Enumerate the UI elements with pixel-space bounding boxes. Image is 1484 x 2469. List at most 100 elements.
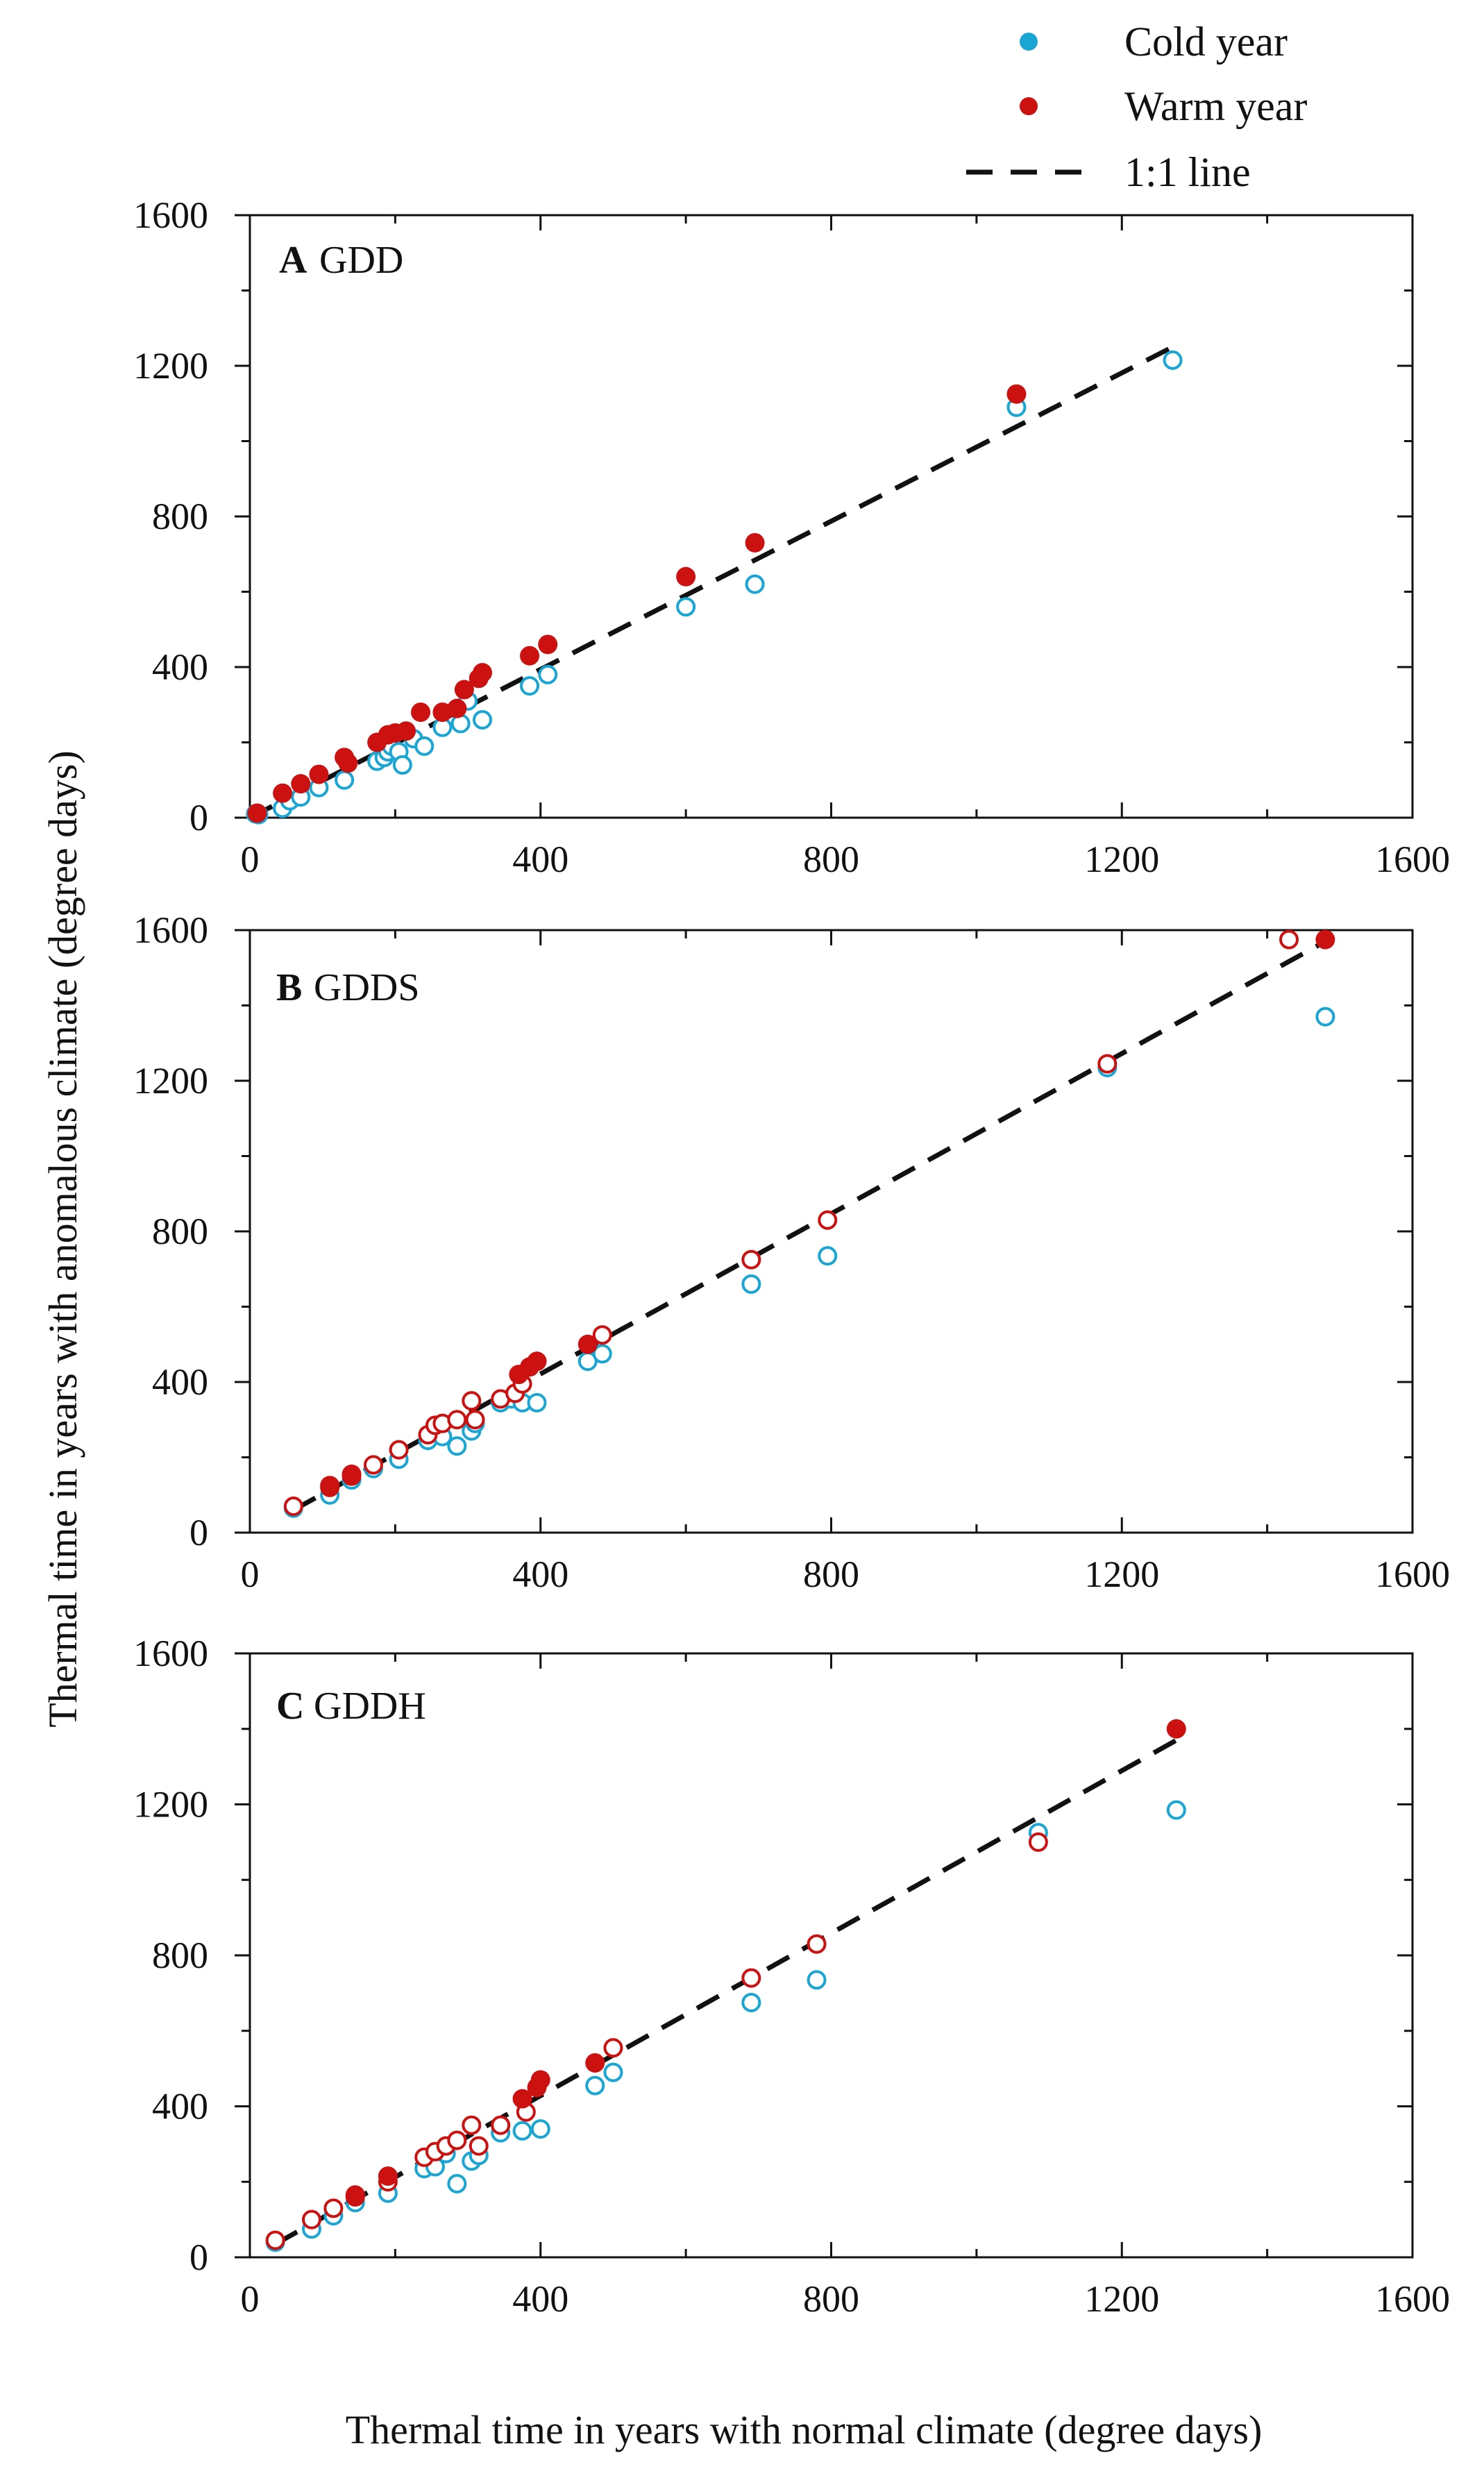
panel-b-name: GDDS: [314, 966, 419, 1009]
panel-a-y-tick-label: 0: [189, 797, 208, 839]
panel-a-point-cold-open: [1163, 350, 1183, 370]
panel-b-y-tick-label: 1600: [133, 909, 208, 951]
panel-c-point-warm-filled: [530, 2070, 550, 2090]
panel-c-point-cold-open: [603, 2062, 623, 2082]
panel-b-point-warm-open: [283, 1497, 303, 1517]
panel-c-point-warm-filled: [512, 2089, 532, 2109]
legend-warm-label: Warm year: [1124, 83, 1307, 129]
panel-c-point-cold-open: [807, 1970, 827, 1990]
y-axis-title: Thermal time in years with anomalous cli…: [40, 750, 85, 1728]
panel-c-x-tick-label: 400: [512, 2278, 568, 2320]
panel-c-point-cold-open: [741, 1992, 761, 2012]
panel-c-one-to-one-line: [273, 1738, 1178, 2247]
panel-a-x-tick-label: 0: [241, 839, 260, 880]
panel-b-point-warm-filled: [320, 1476, 340, 1496]
legend-cold-label: Cold year: [1124, 19, 1288, 65]
panel-b-point-cold-open: [447, 1436, 467, 1456]
panel-b-point-warm-open: [1097, 1054, 1118, 1074]
panel-a-point-cold-open: [538, 664, 558, 684]
panel-b-point-cold-open: [592, 1344, 612, 1364]
panel-c-letter: C: [276, 1685, 304, 1728]
panel-a-point-cold-open: [520, 676, 540, 696]
panel-c-point-warm-open: [301, 2209, 321, 2230]
panel-b-one-to-one-line: [292, 939, 1327, 1512]
panel-b-letter: B: [276, 966, 302, 1009]
panel-c-point-warm-open: [469, 2136, 489, 2156]
panel-c-y-tick-label: 1600: [133, 1633, 208, 1674]
panel-b-point-cold-open: [527, 1392, 547, 1413]
panel-a-point-warm-filled: [338, 753, 358, 773]
panel-a-point-cold-open: [676, 597, 696, 617]
panel-c-point-warm-open: [447, 2130, 467, 2150]
panel-b-point-warm-open: [462, 1391, 482, 1411]
panel-b-point-warm-filled: [342, 1464, 362, 1484]
panel-c-x-tick-label: 1200: [1084, 2278, 1159, 2320]
panel-a-y-tick-label: 400: [152, 646, 208, 688]
panel-c-point-warm-open: [491, 2115, 511, 2135]
panel-c-x-tick-label: 1600: [1375, 2278, 1450, 2320]
panel-b-y-tick-label: 400: [152, 1361, 208, 1403]
panel-b-point-warm-open: [465, 1410, 485, 1430]
panel-a-x-tick-label: 800: [803, 839, 859, 880]
panel-b-point-warm-open: [389, 1440, 409, 1460]
panel-c-point-warm-filled: [378, 2166, 398, 2186]
panel-c-y-tick-label: 400: [152, 2086, 208, 2127]
legend-warm-marker: [1020, 97, 1038, 115]
x-axis-title: Thermal time in years with normal climat…: [346, 2407, 1263, 2452]
panel-a: A GDD 0 400 800 1200 1600 0 400 800 1200 1600: [133, 194, 1450, 880]
panel-c-point-cold-open: [1166, 1800, 1186, 1820]
panel-b-y-tick-label: 0: [189, 1512, 208, 1553]
panel-a-x-tick-label: 1600: [1375, 839, 1450, 880]
panel-c-point-warm-open: [1028, 1832, 1048, 1852]
panel-a-point-warm-filled: [473, 663, 492, 683]
panel-b-point-warm-open: [447, 1410, 467, 1430]
panel-c-point-warm-open: [603, 2038, 623, 2058]
panel-b-point-warm-open: [1279, 929, 1299, 950]
panel-c-point-warm-open: [807, 1934, 827, 1954]
panel-b-x-tick-label: 400: [512, 1553, 568, 1595]
panel-a-point-warm-filled: [538, 634, 558, 655]
panel-a-point-warm-filled: [454, 680, 474, 700]
panel-b-y-tick-label: 800: [152, 1211, 208, 1252]
legend: Cold year Warm year 1:1 line: [966, 19, 1307, 195]
panel-b-x-tick-label: 1200: [1084, 1553, 1159, 1595]
panel-c-point-warm-open: [323, 2198, 344, 2218]
panel-a-point-warm-filled: [247, 803, 267, 823]
panel-c-point-warm-filled: [345, 2185, 365, 2205]
panel-c-point-cold-open: [512, 2121, 532, 2141]
panel-a-point-warm-filled: [273, 783, 293, 803]
panel-c-point-warm-open: [462, 2115, 482, 2135]
legend-cold-marker: [1020, 33, 1038, 51]
panel-a-point-warm-filled: [520, 646, 540, 666]
panel-a-point-warm-filled: [1006, 384, 1027, 404]
panel-a-point-warm-filled: [676, 566, 696, 587]
panel-a-point-warm-filled: [745, 532, 765, 553]
panel-a-point-cold-open: [392, 755, 412, 775]
panel-b-point-warm-open: [741, 1249, 761, 1270]
panel-b-point-warm-filled: [1315, 929, 1335, 950]
panel-c-point-cold-open: [447, 2173, 467, 2193]
panel-a-name: GDD: [319, 239, 403, 282]
panel-a-point-cold-open: [473, 709, 492, 730]
panel-c-y-tick-label: 0: [189, 2236, 208, 2278]
panel-a-x-tick-label: 400: [512, 839, 568, 880]
panel-c-point-warm-filled: [1166, 1719, 1186, 1739]
panel-b-point-cold-open: [1315, 1006, 1335, 1027]
panel-c-point-cold-open: [585, 2075, 605, 2096]
panel-b: B GDDS 0 400 800 1200 1600 0 400 800 1200 1600: [133, 909, 1450, 1595]
panel-a-point-warm-filled: [447, 698, 467, 718]
panel-c-y-tick-label: 800: [152, 1935, 208, 1976]
panel-a-point-warm-filled: [411, 702, 431, 723]
panel-c-point-warm-open: [741, 1968, 761, 1988]
panel-a-point-warm-filled: [291, 774, 311, 794]
legend-line-label: 1:1 line: [1124, 149, 1251, 195]
panel-a-y-tick-label: 1600: [133, 194, 208, 236]
panel-b-point-warm-open: [363, 1455, 383, 1475]
panel-c-point-warm-open: [265, 2230, 285, 2250]
panel-c-y-tick-label: 1200: [133, 1784, 208, 1826]
panel-a-point-cold-open: [335, 770, 355, 790]
panel-b-x-tick-label: 800: [803, 1553, 859, 1595]
panel-a-x-tick-label: 1200: [1084, 839, 1159, 880]
panel-c-name: GDDH: [314, 1685, 426, 1728]
